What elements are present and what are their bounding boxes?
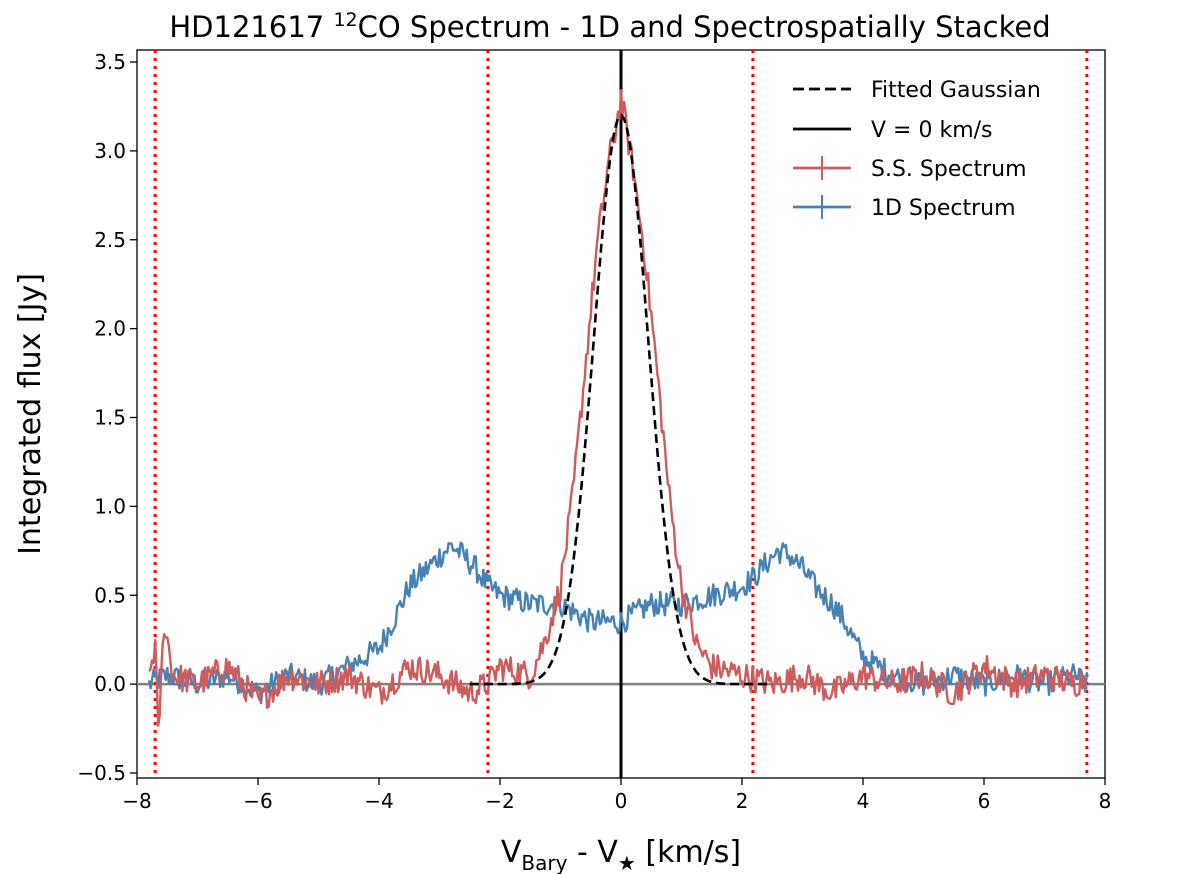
x-tick-label-7: 6: [978, 789, 991, 813]
legend-label-vzero: V = 0 km/s: [871, 118, 993, 143]
fitted-gaussian-layer: [469, 113, 773, 686]
legend: Fitted Gaussian V = 0 km/s S.S. Spectrum…: [793, 78, 1041, 221]
series-line-fitted-gaussian: [469, 113, 773, 686]
x-axis-label: VBary - V★ [km/s]: [501, 835, 741, 874]
y-tick-label-3: 1.0: [94, 494, 126, 518]
y-tick-label-8: 3.5: [94, 50, 126, 74]
y-axis-label: Integrated flux [Jy]: [13, 273, 48, 555]
y-tick-label-1: 0.0: [94, 672, 126, 696]
title-superscript: 12: [333, 9, 357, 31]
red-dotted-lines-layer: [153, 50, 1089, 778]
y-tick-label-2: 0.5: [94, 583, 126, 607]
legend-label-gauss: Fitted Gaussian: [871, 78, 1041, 103]
legend-label-ss: S.S. Spectrum: [871, 157, 1027, 182]
chart-title: HD121617 12CO Spectrum - 1D and Spectros…: [169, 9, 1050, 44]
x-tick-label-6: 4: [857, 789, 870, 813]
ss-spectrum-layer: [148, 88, 1088, 727]
y-tick-label-4: 1.5: [94, 406, 126, 430]
x-tick-label-3: −2: [485, 789, 514, 813]
x-tick-label-8: 8: [1099, 789, 1112, 813]
x-tick-label-5: 2: [736, 789, 749, 813]
x-tick-label-2: −4: [364, 789, 393, 813]
series-line-ss-spectrum: [148, 88, 1088, 727]
y-axis-ticks: −0.5 0.0 0.5 1.0 1.5 2.0 2.5 3.0 3.5: [77, 50, 137, 785]
y-tick-label-0: −0.5: [77, 761, 126, 785]
y-tick-label-5: 2.0: [94, 317, 126, 341]
legend-label-oned: 1D Spectrum: [871, 196, 1016, 221]
x-axis-ticks: −8 −6 −4 −2 0 2 4 6 8: [122, 778, 1111, 813]
plot-area: [136, 49, 1106, 779]
y-tick-label-7: 3.0: [94, 139, 126, 163]
x-tick-label-0: −8: [122, 789, 151, 813]
x-tick-label-1: −6: [243, 789, 272, 813]
y-tick-label-6: 2.5: [94, 228, 126, 252]
x-tick-label-4: 0: [615, 789, 628, 813]
